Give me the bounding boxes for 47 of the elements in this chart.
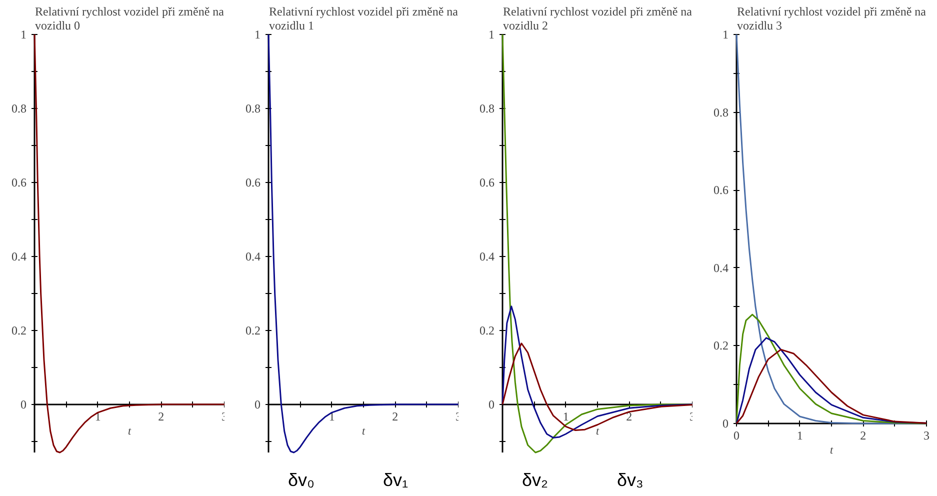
line-series bbox=[502, 306, 694, 438]
y-tick-label: 0.8 bbox=[246, 101, 260, 116]
y-tick-label: 0.8 bbox=[480, 101, 494, 116]
chart-title: Relativní rychlost vozidel při změně na vozidlu 2 bbox=[503, 4, 693, 32]
line-series bbox=[34, 34, 226, 454]
x-tick-label: 1 bbox=[796, 428, 803, 442]
y-tick-label: 0.6 bbox=[246, 175, 260, 190]
y-tick-label: 0.4 bbox=[246, 249, 260, 264]
y-tick-label: 0.2 bbox=[12, 323, 26, 338]
y-tick-label: 0.6 bbox=[480, 175, 494, 190]
x-axis-title: t bbox=[362, 426, 366, 438]
y-tick-label: 0.8 bbox=[12, 101, 26, 116]
x-axis-title: t bbox=[128, 426, 132, 438]
x-axis-title: t bbox=[596, 426, 600, 438]
y-tick-label: 0.6 bbox=[12, 175, 26, 190]
y-tick-label: 0.4 bbox=[714, 260, 728, 275]
text: δv₂ bbox=[522, 469, 548, 492]
y-tick-label: 0 bbox=[20, 397, 26, 412]
x-tick-label: 2 bbox=[626, 409, 632, 424]
y-tick-label: 0.6 bbox=[714, 183, 728, 198]
y-tick-label: 0.4 bbox=[480, 249, 494, 264]
x-tick-label: 2 bbox=[392, 409, 398, 424]
line-series bbox=[736, 34, 928, 424]
line-series bbox=[268, 34, 460, 454]
chart-title: Relativní rychlost vozidel při změně na vozidlu 1 bbox=[269, 4, 459, 32]
text: δv₁ bbox=[383, 469, 408, 492]
y-tick-label: 0 bbox=[488, 397, 494, 412]
y-tick-label: 0.2 bbox=[480, 323, 494, 338]
text: δv₀ bbox=[288, 469, 314, 492]
y-tick-label: 1 bbox=[20, 28, 26, 42]
y-tick-label: 0.8 bbox=[714, 105, 728, 120]
y-tick-label: 0.4 bbox=[12, 249, 26, 264]
x-tick-label: 2 bbox=[860, 428, 866, 442]
text: δv₃ bbox=[617, 469, 644, 492]
y-tick-label: 1 bbox=[254, 28, 260, 42]
x-axis-title: t bbox=[830, 444, 834, 456]
y-tick-label: 0.2 bbox=[714, 338, 728, 353]
y-tick-label: 0 bbox=[254, 397, 260, 412]
chart-title: Relativní rychlost vozidel při změně na vozidlu 3 bbox=[737, 4, 927, 32]
x-tick-label: 0 bbox=[734, 428, 740, 442]
y-tick-label: 1 bbox=[722, 28, 728, 42]
x-tick-label: 3 bbox=[924, 428, 930, 442]
chart-title: Relativní rychlost vozidel při změně na vozidlu 0 bbox=[35, 4, 225, 32]
y-tick-label: 1 bbox=[488, 28, 494, 42]
x-tick-label: 2 bbox=[158, 409, 164, 424]
y-tick-label: 0.2 bbox=[246, 323, 260, 338]
x-tick-label: 1 bbox=[562, 409, 569, 424]
